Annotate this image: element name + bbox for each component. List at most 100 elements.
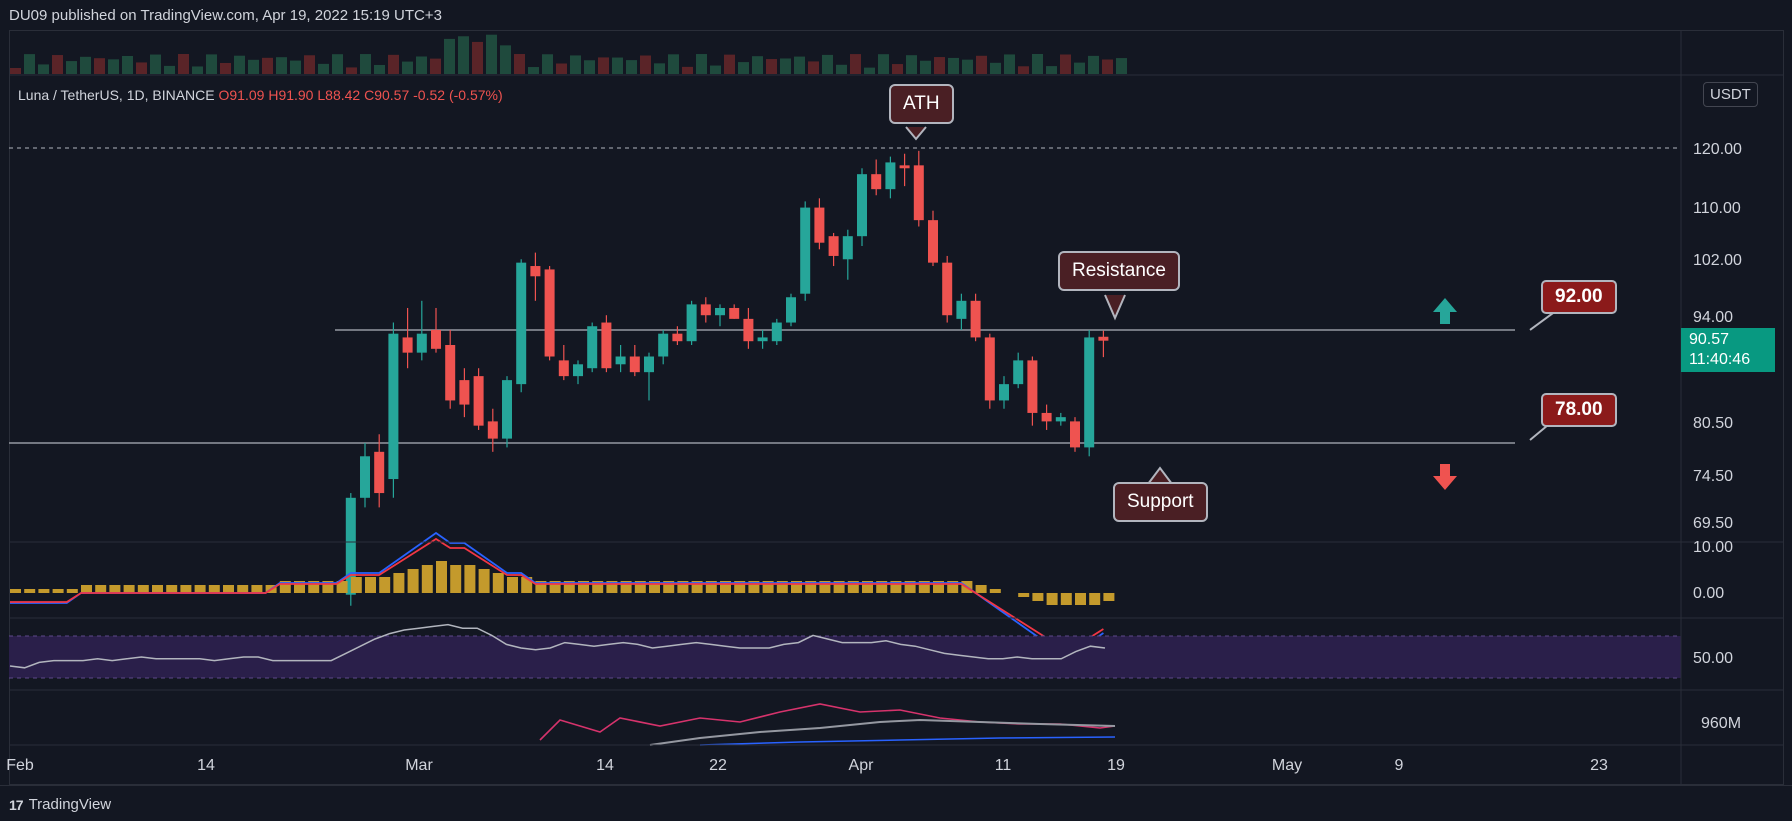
macd-hist-bar xyxy=(81,585,92,593)
time-tick-label: 19 xyxy=(1107,757,1125,774)
macd-hist-bar xyxy=(649,581,660,593)
macd-hist-bar xyxy=(535,581,547,593)
support-callout: Support xyxy=(1113,482,1208,522)
time-tick-label: 14 xyxy=(197,757,215,774)
price-tick-label: 110.00 xyxy=(1693,200,1741,217)
macd-hist-bar xyxy=(294,581,305,593)
volume-bars xyxy=(10,34,1127,74)
macd-hist-bar xyxy=(223,585,234,593)
candle-body xyxy=(1070,421,1080,448)
volume-bar xyxy=(80,56,91,74)
volume-bar xyxy=(906,55,917,74)
macd-hist-bar xyxy=(890,581,902,593)
macd-hist-bar xyxy=(507,577,518,593)
volume-bar xyxy=(108,59,119,74)
volume-bar xyxy=(654,63,665,74)
macd-hist-bar xyxy=(1075,593,1086,605)
macd-hist-bar xyxy=(436,561,447,593)
volume-bar xyxy=(206,54,217,74)
close-value: C90.57 xyxy=(364,87,410,103)
volume-bar xyxy=(192,66,203,74)
price-levels xyxy=(9,147,1681,444)
macd-hist-bar xyxy=(208,585,220,593)
price-tick-label: 80.50 xyxy=(1693,415,1733,432)
volume-bar xyxy=(850,54,861,74)
candle-body xyxy=(1013,360,1024,385)
macd-hist-bar xyxy=(407,569,419,593)
candle-body xyxy=(771,322,782,342)
macd-hist-bar xyxy=(549,581,561,593)
volume-bar xyxy=(234,55,245,74)
time-tick-label: May xyxy=(1272,757,1302,774)
volume-bar xyxy=(318,63,329,74)
volume-bar xyxy=(780,58,791,74)
arrow-down-icon xyxy=(1433,464,1457,490)
volume-bar xyxy=(94,58,105,74)
volume-bar xyxy=(52,55,63,74)
time-tick-label: 9 xyxy=(1395,757,1404,774)
candle-body xyxy=(1041,412,1052,422)
volume-bar xyxy=(878,54,889,74)
volume-bar xyxy=(640,55,651,74)
price-tick-label: 102.00 xyxy=(1693,252,1742,269)
currency-button[interactable]: USDT xyxy=(1703,82,1758,107)
macd-hist-bar xyxy=(1046,593,1058,605)
macd-hist-bar xyxy=(1089,593,1101,605)
macd-hist-bar xyxy=(876,581,888,593)
macd-hist-bar xyxy=(762,581,774,593)
candle-body xyxy=(857,174,867,237)
arrow-up-icon xyxy=(1433,298,1457,324)
tradingview-logo[interactable]: 17 TradingView xyxy=(9,796,111,813)
change-value: -0.52 (-0.57%) xyxy=(413,87,503,103)
candle-body xyxy=(715,307,725,316)
candle-body xyxy=(388,333,399,480)
macd-hist-bar xyxy=(464,565,476,593)
macd-hist-bar xyxy=(237,585,249,593)
candle-body xyxy=(431,329,441,349)
volume-tick-label: 960M xyxy=(1701,715,1741,732)
macd-hist-bar xyxy=(663,581,675,593)
volume-bar xyxy=(598,57,609,74)
macd-hist-bar xyxy=(748,581,760,593)
macd-hist-bar xyxy=(1060,593,1072,605)
candlestick-chart[interactable]: 120.00110.00102.0094.0080.5074.5069.5010… xyxy=(0,0,1792,785)
level-high-tag: 92.00 xyxy=(1541,280,1617,314)
candle-body xyxy=(558,360,569,377)
support-pointer xyxy=(1147,466,1173,485)
candle-body xyxy=(345,497,356,595)
publisher-bar: DU09 published on TradingView.com, Apr 1… xyxy=(0,0,1792,30)
signal-line xyxy=(10,537,1104,639)
macd-tick-label: 0.00 xyxy=(1693,585,1724,602)
macd-hist-bar xyxy=(634,581,646,593)
brand-label: TradingView xyxy=(28,796,112,813)
volume-bar xyxy=(822,54,833,74)
candle-body xyxy=(516,262,527,385)
footer-bar: 17 TradingView xyxy=(0,785,1792,821)
last-price: 90.57 xyxy=(1689,331,1730,348)
macd-hist-bar xyxy=(251,585,263,593)
chart-frame xyxy=(9,30,1784,785)
volume-bar xyxy=(1032,54,1043,74)
candle-body xyxy=(1055,417,1066,422)
macd-tick-label: 10.00 xyxy=(1693,539,1733,556)
volume-bar xyxy=(402,61,413,74)
candle-body xyxy=(757,337,768,342)
macd-hist-bar xyxy=(975,585,987,593)
macd-hist-bar xyxy=(66,589,78,593)
macd-hist-bar xyxy=(379,577,391,593)
candles xyxy=(345,150,1109,606)
candle-body xyxy=(374,451,385,494)
candle-body xyxy=(871,174,882,190)
volume-bar xyxy=(766,59,777,74)
resistance-pointer xyxy=(1104,294,1126,321)
macd-hist-bar xyxy=(862,581,873,593)
volume-bar xyxy=(38,64,49,74)
macd-hist-bar xyxy=(393,573,405,593)
candle-body xyxy=(672,333,683,342)
volume-bar xyxy=(920,60,931,74)
macd-hist-bar xyxy=(123,585,135,593)
macd-hist-bar xyxy=(933,581,944,593)
candle-body xyxy=(686,304,697,342)
price-axis: 120.00110.00102.0094.0080.5074.5069.5010… xyxy=(9,30,1784,785)
volume-bar xyxy=(472,41,483,74)
